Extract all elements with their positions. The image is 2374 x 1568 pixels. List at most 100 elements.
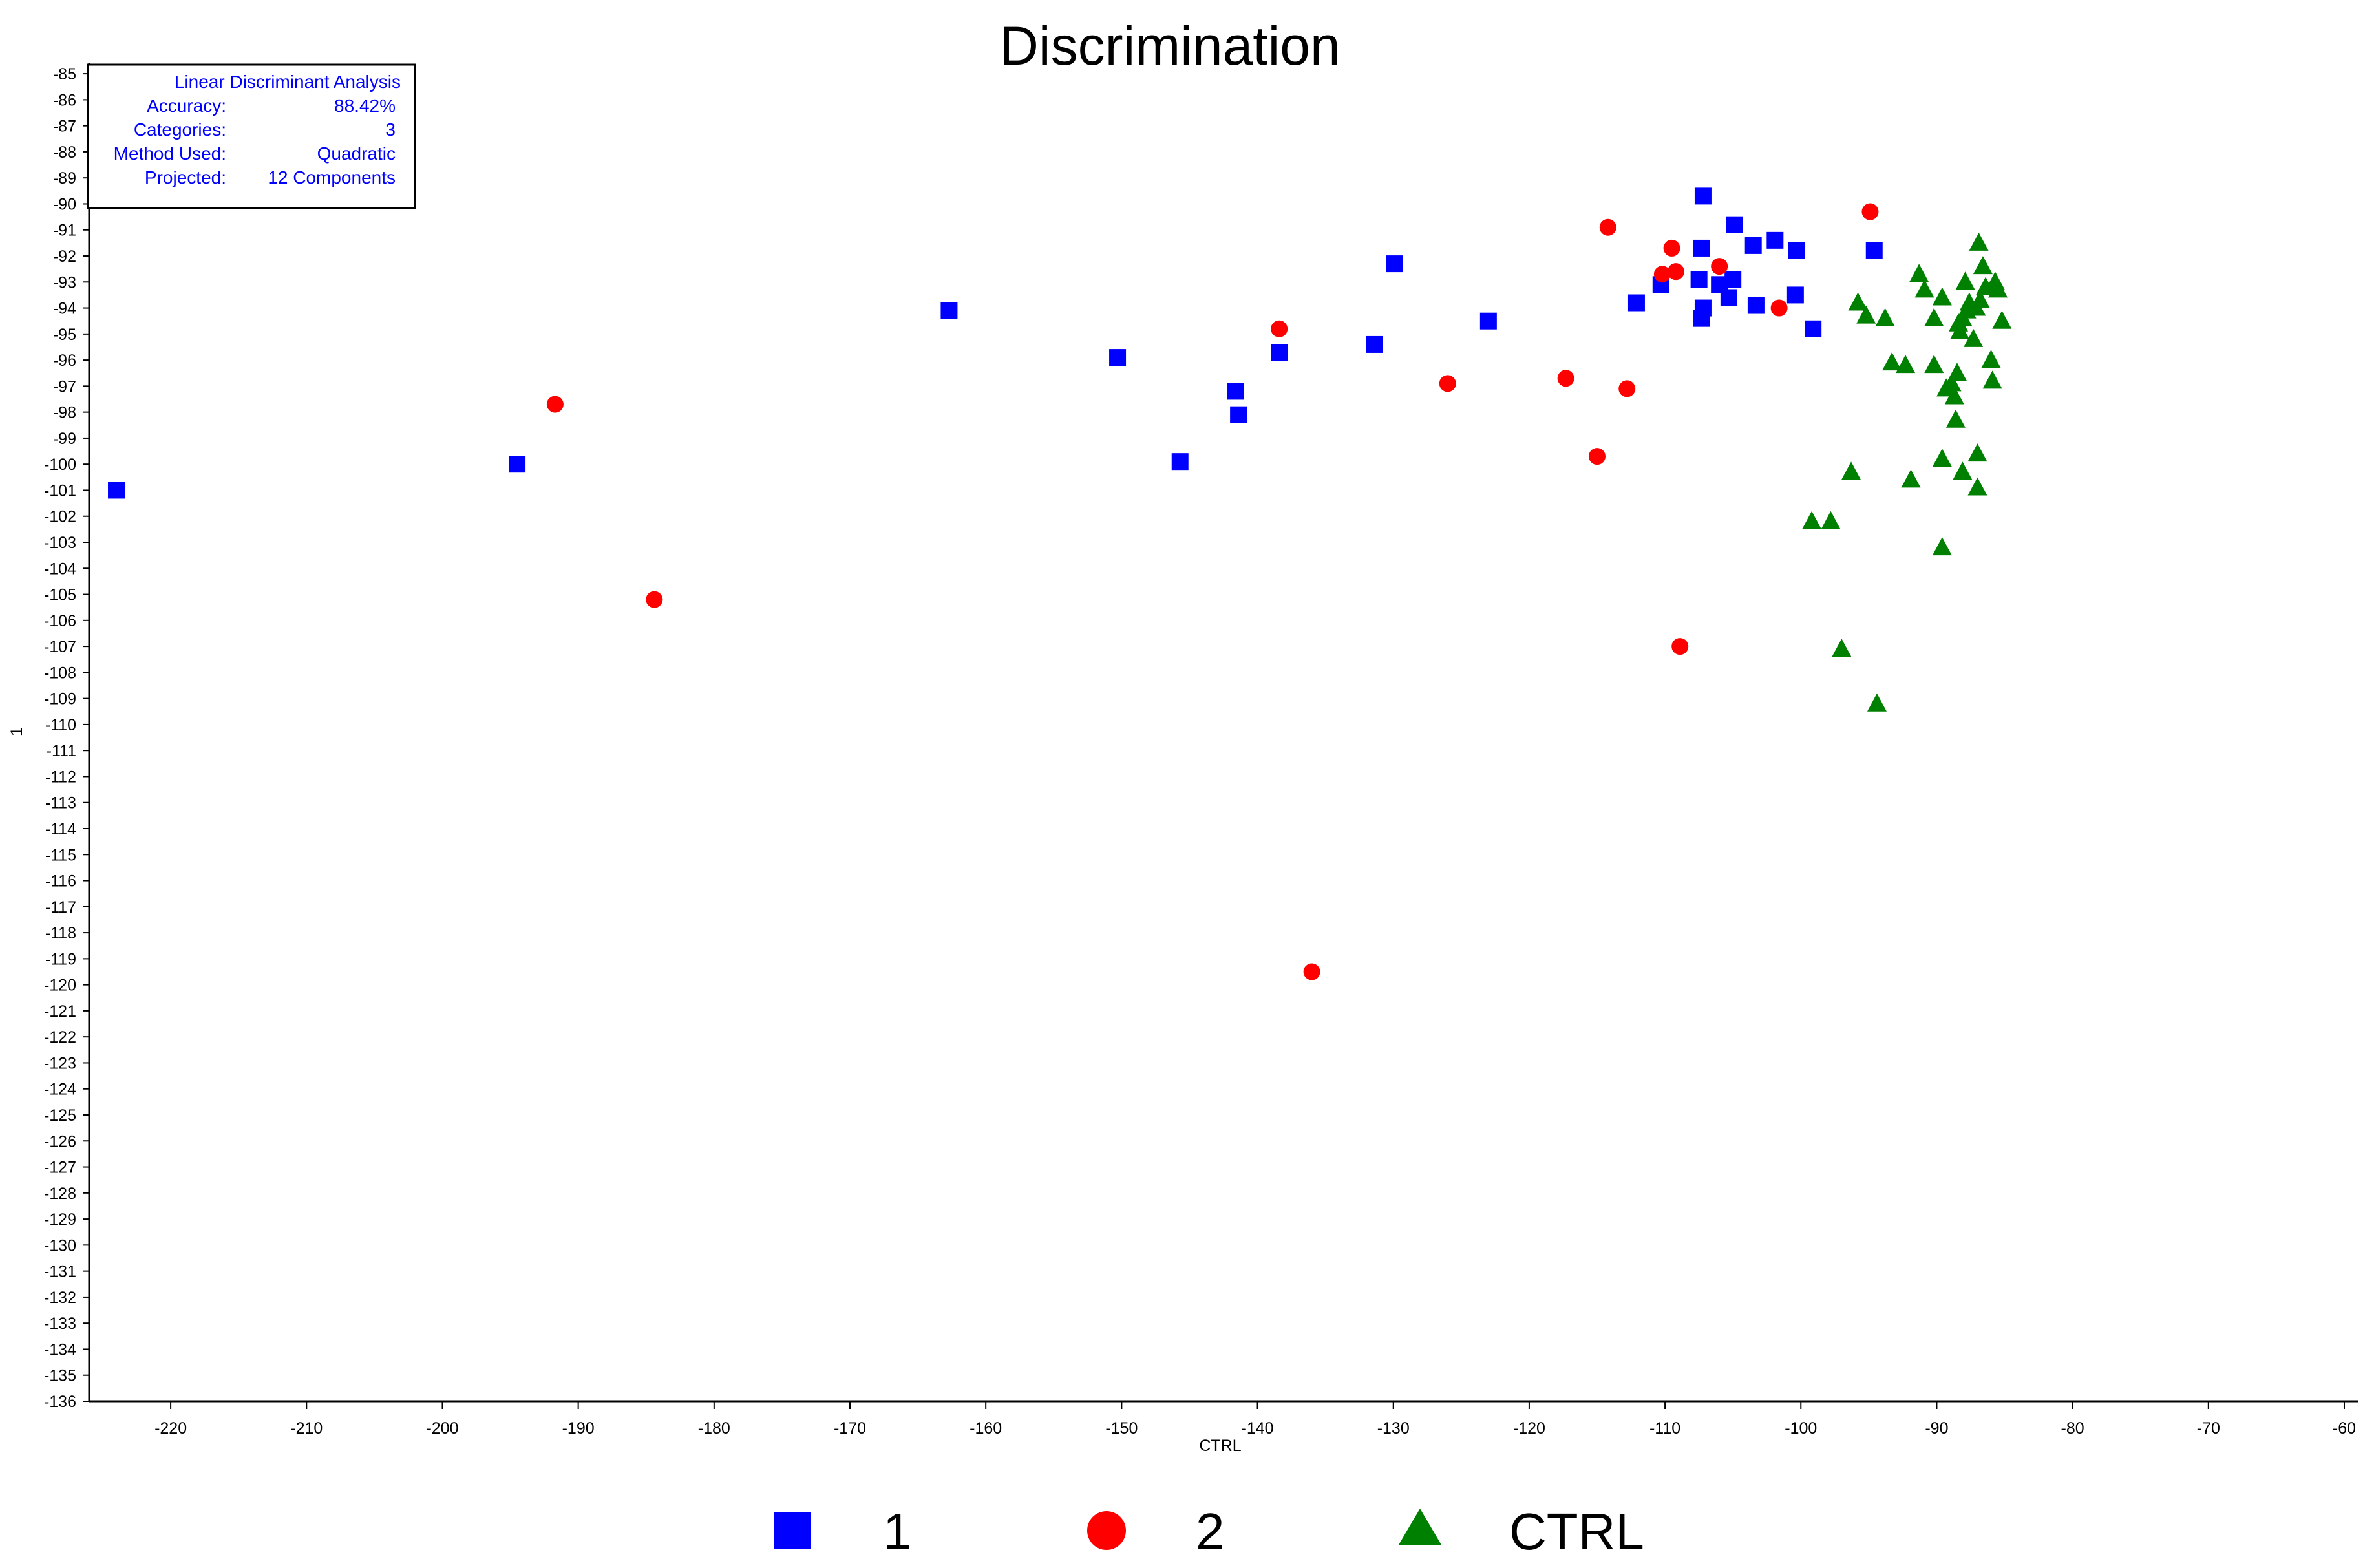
x-tick-label: -180 xyxy=(698,1419,730,1437)
x-tick-label: -140 xyxy=(1242,1419,1274,1437)
y-tick-label: -119 xyxy=(45,950,76,968)
data-point-series-2 xyxy=(1861,203,1879,220)
x-tick-label: -100 xyxy=(1785,1419,1817,1437)
data-point-series-1 xyxy=(940,302,958,319)
x-tick-label: -210 xyxy=(290,1419,323,1437)
info-label-accuracy: Accuracy: xyxy=(147,96,226,116)
data-point-series-1 xyxy=(1227,383,1244,400)
data-point-series-ctrl xyxy=(1967,477,1987,496)
data-point-series-2 xyxy=(1711,258,1728,275)
data-point-series-2 xyxy=(1599,218,1616,236)
x-tick-label: -130 xyxy=(1377,1419,1410,1437)
data-point-series-1 xyxy=(1805,320,1822,337)
data-point-series-ctrl xyxy=(1924,355,1944,374)
info-value-categories: 3 xyxy=(385,120,396,140)
y-tick-label: -133 xyxy=(44,1315,76,1333)
data-point-series-1 xyxy=(1627,294,1645,312)
data-point-series-2 xyxy=(1271,320,1288,337)
axes xyxy=(88,63,2358,1403)
legend-label-ctrl: CTRL xyxy=(1509,1503,1644,1560)
data-point-series-ctrl xyxy=(1992,310,2012,329)
data-point-series-1 xyxy=(1744,237,1762,254)
y-tick-label: -117 xyxy=(45,898,76,916)
info-box-frame xyxy=(87,63,416,209)
data-point-series-ctrl xyxy=(1973,256,1993,275)
data-point-series-ctrl xyxy=(1970,290,1990,308)
y-tick-label: -122 xyxy=(44,1028,76,1046)
x-tick-label: -190 xyxy=(562,1419,595,1437)
y-tick-label: -87 xyxy=(53,118,76,136)
y-tick-label: -111 xyxy=(47,742,76,760)
data-point-series-2 xyxy=(1588,448,1606,465)
data-point-series-ctrl xyxy=(1882,352,1902,371)
x-tick-label: -200 xyxy=(426,1419,458,1437)
data-point-series-ctrl xyxy=(1841,461,1861,480)
y-tick-label: -135 xyxy=(44,1367,76,1385)
info-box: Linear Discriminant Analysis Accuracy: 8… xyxy=(87,63,416,209)
data-point-series-ctrl xyxy=(1924,308,1944,326)
y-tick-label: -112 xyxy=(45,768,76,786)
data-point-series-ctrl xyxy=(1955,271,1975,290)
y-tick-label: -92 xyxy=(53,248,76,266)
data-point-series-ctrl xyxy=(1976,277,1996,295)
y-tick-label: -107 xyxy=(44,638,76,656)
data-point-series-ctrl xyxy=(1982,370,2002,389)
data-point-series-1 xyxy=(1788,242,1805,259)
data-point-series-1 xyxy=(108,482,125,499)
y-tick-label: -104 xyxy=(44,560,76,578)
y-tick-label: -114 xyxy=(45,820,76,838)
data-point-series-ctrl xyxy=(1856,305,1876,324)
data-point-series-ctrl xyxy=(1981,350,2001,368)
data-point-series-ctrl xyxy=(1821,511,1841,529)
data-point-series-2 xyxy=(1667,263,1684,281)
y-tick-label: -132 xyxy=(44,1289,76,1307)
data-points xyxy=(108,187,2012,980)
y-tick-label: -94 xyxy=(53,300,76,318)
y-tick-label: -136 xyxy=(44,1393,76,1411)
data-point-series-2 xyxy=(1439,375,1456,392)
data-point-series-1 xyxy=(1171,453,1189,471)
y-tick-label: -130 xyxy=(44,1236,76,1255)
data-point-series-ctrl xyxy=(1945,409,1966,428)
y-tick-label: -100 xyxy=(44,456,76,474)
info-value-method: Quadratic xyxy=(317,143,396,164)
y-tick-label: -89 xyxy=(53,169,76,187)
data-point-series-ctrl xyxy=(1901,469,1921,488)
data-point-series-ctrl xyxy=(1964,328,1984,347)
x-tick-label: -60 xyxy=(2333,1419,2356,1437)
data-point-series-1 xyxy=(1366,335,1383,353)
y-tick-label: -121 xyxy=(44,1002,76,1021)
info-label-projected: Projected: xyxy=(145,167,226,187)
data-point-series-ctrl xyxy=(1944,386,1964,405)
data-point-series-1 xyxy=(1726,216,1743,233)
legend-item-ctrl: CTRL xyxy=(1399,1503,1644,1560)
data-point-series-1 xyxy=(1693,310,1710,327)
data-point-series-2 xyxy=(1303,963,1320,980)
y-tick-label: -126 xyxy=(44,1132,76,1150)
y-axis-ticks: -85 -86 -87 -88 -89 -90 -91 -92 -93 -94 -95 -96 -97 -… xyxy=(44,65,89,1411)
legend: 1 2 CTRL xyxy=(774,1503,1644,1560)
data-point-series-ctrl xyxy=(1832,639,1852,657)
data-point-series-1 xyxy=(1720,289,1737,306)
data-point-series-ctrl xyxy=(1967,443,1987,462)
x-tick-label: -220 xyxy=(154,1419,187,1437)
info-value-accuracy: 88.42% xyxy=(334,96,396,116)
y-tick-label: -129 xyxy=(44,1211,76,1229)
data-point-series-2 xyxy=(1653,266,1671,283)
legend-marker-triangle xyxy=(1399,1509,1441,1545)
legend-item-2: 2 xyxy=(1087,1503,1225,1560)
data-point-series-ctrl xyxy=(1802,511,1822,529)
y-tick-label: -113 xyxy=(45,794,76,812)
data-point-series-ctrl xyxy=(1950,321,1970,339)
data-point-series-ctrl xyxy=(1953,461,1973,480)
y-tick-label: -128 xyxy=(44,1185,76,1203)
data-point-series-1 xyxy=(1766,231,1784,249)
legend-marker-square xyxy=(774,1512,811,1549)
data-point-series-2 xyxy=(646,591,663,608)
y-tick-label: -115 xyxy=(45,846,76,864)
data-point-series-ctrl xyxy=(1932,287,1952,306)
info-label-method: Method Used: xyxy=(114,143,226,164)
legend-item-1: 1 xyxy=(774,1503,912,1560)
